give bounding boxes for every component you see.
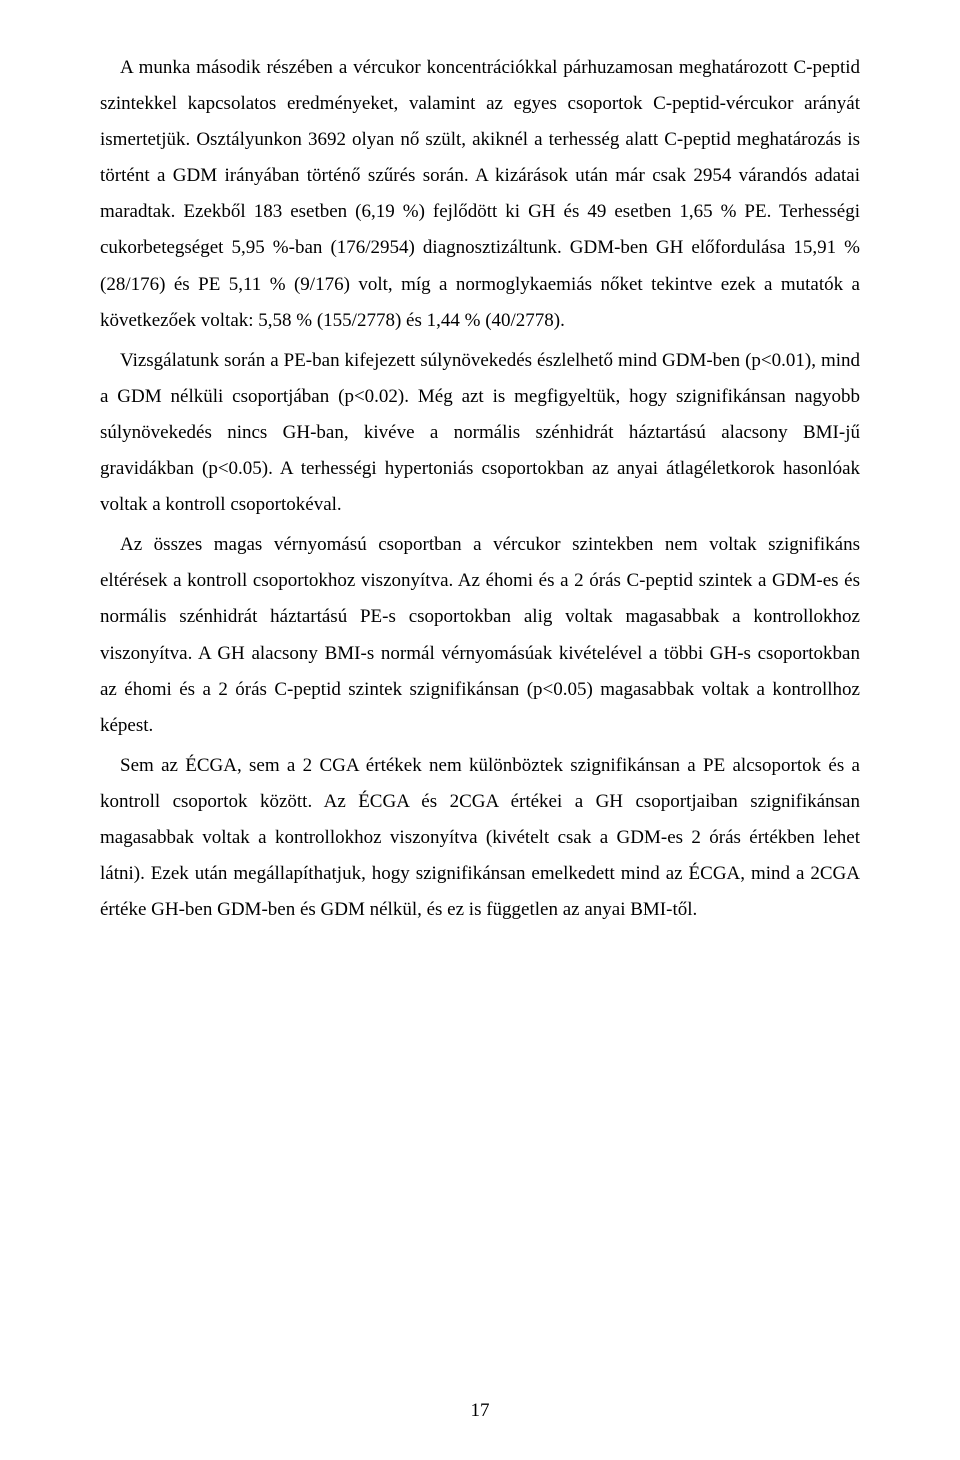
paragraph-2: Vizsgálatunk során a PE-ban kifejezett s… bbox=[100, 343, 860, 523]
paragraph-4: Sem az ÉCGA, sem a 2 CGA értékek nem kül… bbox=[100, 748, 860, 928]
paragraph-1: A munka második részében a vércukor konc… bbox=[100, 50, 860, 339]
page-number: 17 bbox=[0, 1400, 960, 1422]
document-page: A munka második részében a vércukor konc… bbox=[0, 0, 960, 1460]
paragraph-3: Az összes magas vérnyomású csoportban a … bbox=[100, 527, 860, 744]
